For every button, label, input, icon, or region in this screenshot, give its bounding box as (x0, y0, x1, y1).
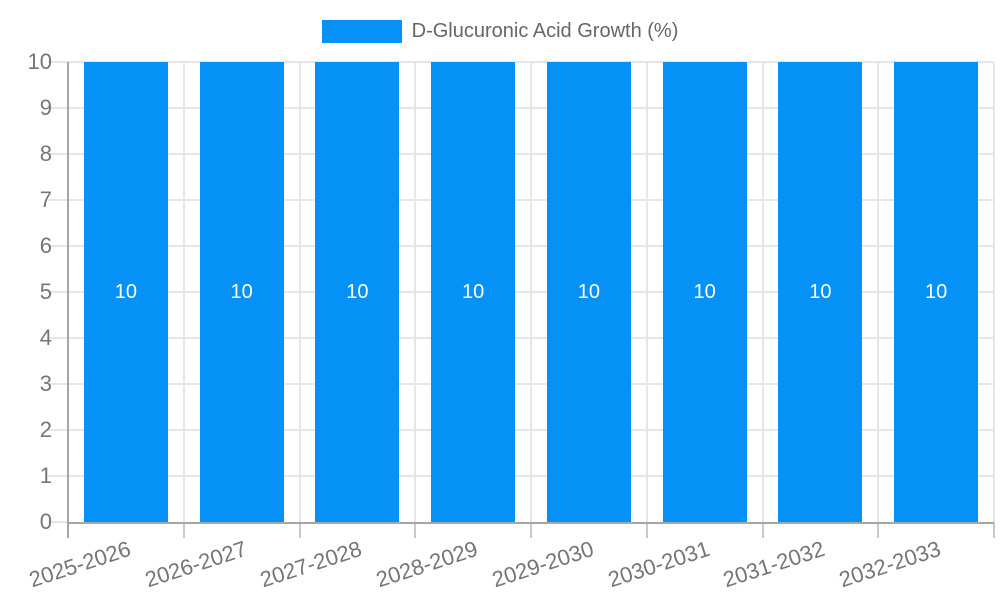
bar-value-label: 10 (925, 280, 948, 303)
y-axis-tick (48, 383, 68, 385)
y-tick-label: 9 (39, 95, 52, 120)
y-tick-label: 4 (39, 325, 52, 350)
y-axis-tick (48, 521, 68, 523)
bar[interactable]: 10 (315, 62, 400, 522)
x-axis-tick (298, 522, 301, 538)
y-axis-tick (48, 291, 68, 293)
gridline-x (414, 62, 417, 522)
y-axis-tick (48, 475, 68, 477)
y-axis-tick (48, 245, 68, 247)
y-tick-label: 0 (39, 509, 52, 534)
x-axis-tick (761, 522, 764, 538)
bar[interactable]: 10 (546, 62, 631, 522)
bar[interactable]: 10 (199, 62, 284, 522)
y-axis-tick (48, 107, 68, 109)
x-axis-tick (182, 522, 185, 538)
y-axis-tick (48, 199, 68, 201)
y-axis-tick (48, 337, 68, 339)
y-tick-label: 7 (39, 187, 52, 212)
bar-value-label: 10 (114, 280, 137, 303)
x-axis-tick (645, 522, 648, 538)
gridline-x (993, 62, 995, 522)
bar[interactable]: 10 (83, 62, 168, 522)
gridline-x (761, 62, 764, 522)
y-tick-label: 1 (39, 463, 52, 488)
y-tick-label: 8 (39, 141, 52, 166)
bar-value-label: 10 (809, 280, 832, 303)
y-tick-label: 5 (39, 279, 52, 304)
y-tick-label: 2 (39, 417, 52, 442)
x-axis-tick (993, 522, 995, 538)
bar-value-label: 10 (346, 280, 369, 303)
bar-value-label: 10 (693, 280, 716, 303)
legend-swatch (321, 20, 402, 43)
y-axis-tick (48, 61, 68, 63)
legend-label: D-Glucuronic Acid Growth (%) (411, 20, 679, 42)
y-axis-tick (48, 153, 68, 155)
bar[interactable]: 10 (662, 62, 747, 522)
x-axis-tick (414, 522, 417, 538)
y-tick-label: 6 (39, 233, 52, 258)
bar[interactable]: 10 (894, 62, 979, 522)
bar-value-label: 10 (577, 280, 600, 303)
bar[interactable]: 10 (778, 62, 863, 522)
gridline-x (530, 62, 532, 522)
x-axis-tick (530, 522, 532, 538)
y-tick-label: 10 (27, 49, 52, 74)
bar-value-label: 10 (462, 280, 485, 303)
y-tick-label: 3 (39, 371, 52, 396)
gridline-x (877, 62, 880, 522)
y-axis-line (67, 62, 69, 538)
bar-value-label: 10 (230, 280, 253, 303)
x-axis-line (68, 522, 994, 524)
bar[interactable]: 10 (431, 62, 516, 522)
gridline-x (298, 62, 301, 522)
legend[interactable]: D-Glucuronic Acid Growth (%) (0, 20, 1000, 43)
y-axis-tick (48, 429, 68, 431)
gridline-x (182, 62, 185, 522)
x-axis-tick (877, 522, 880, 538)
gridline-x (645, 62, 648, 522)
